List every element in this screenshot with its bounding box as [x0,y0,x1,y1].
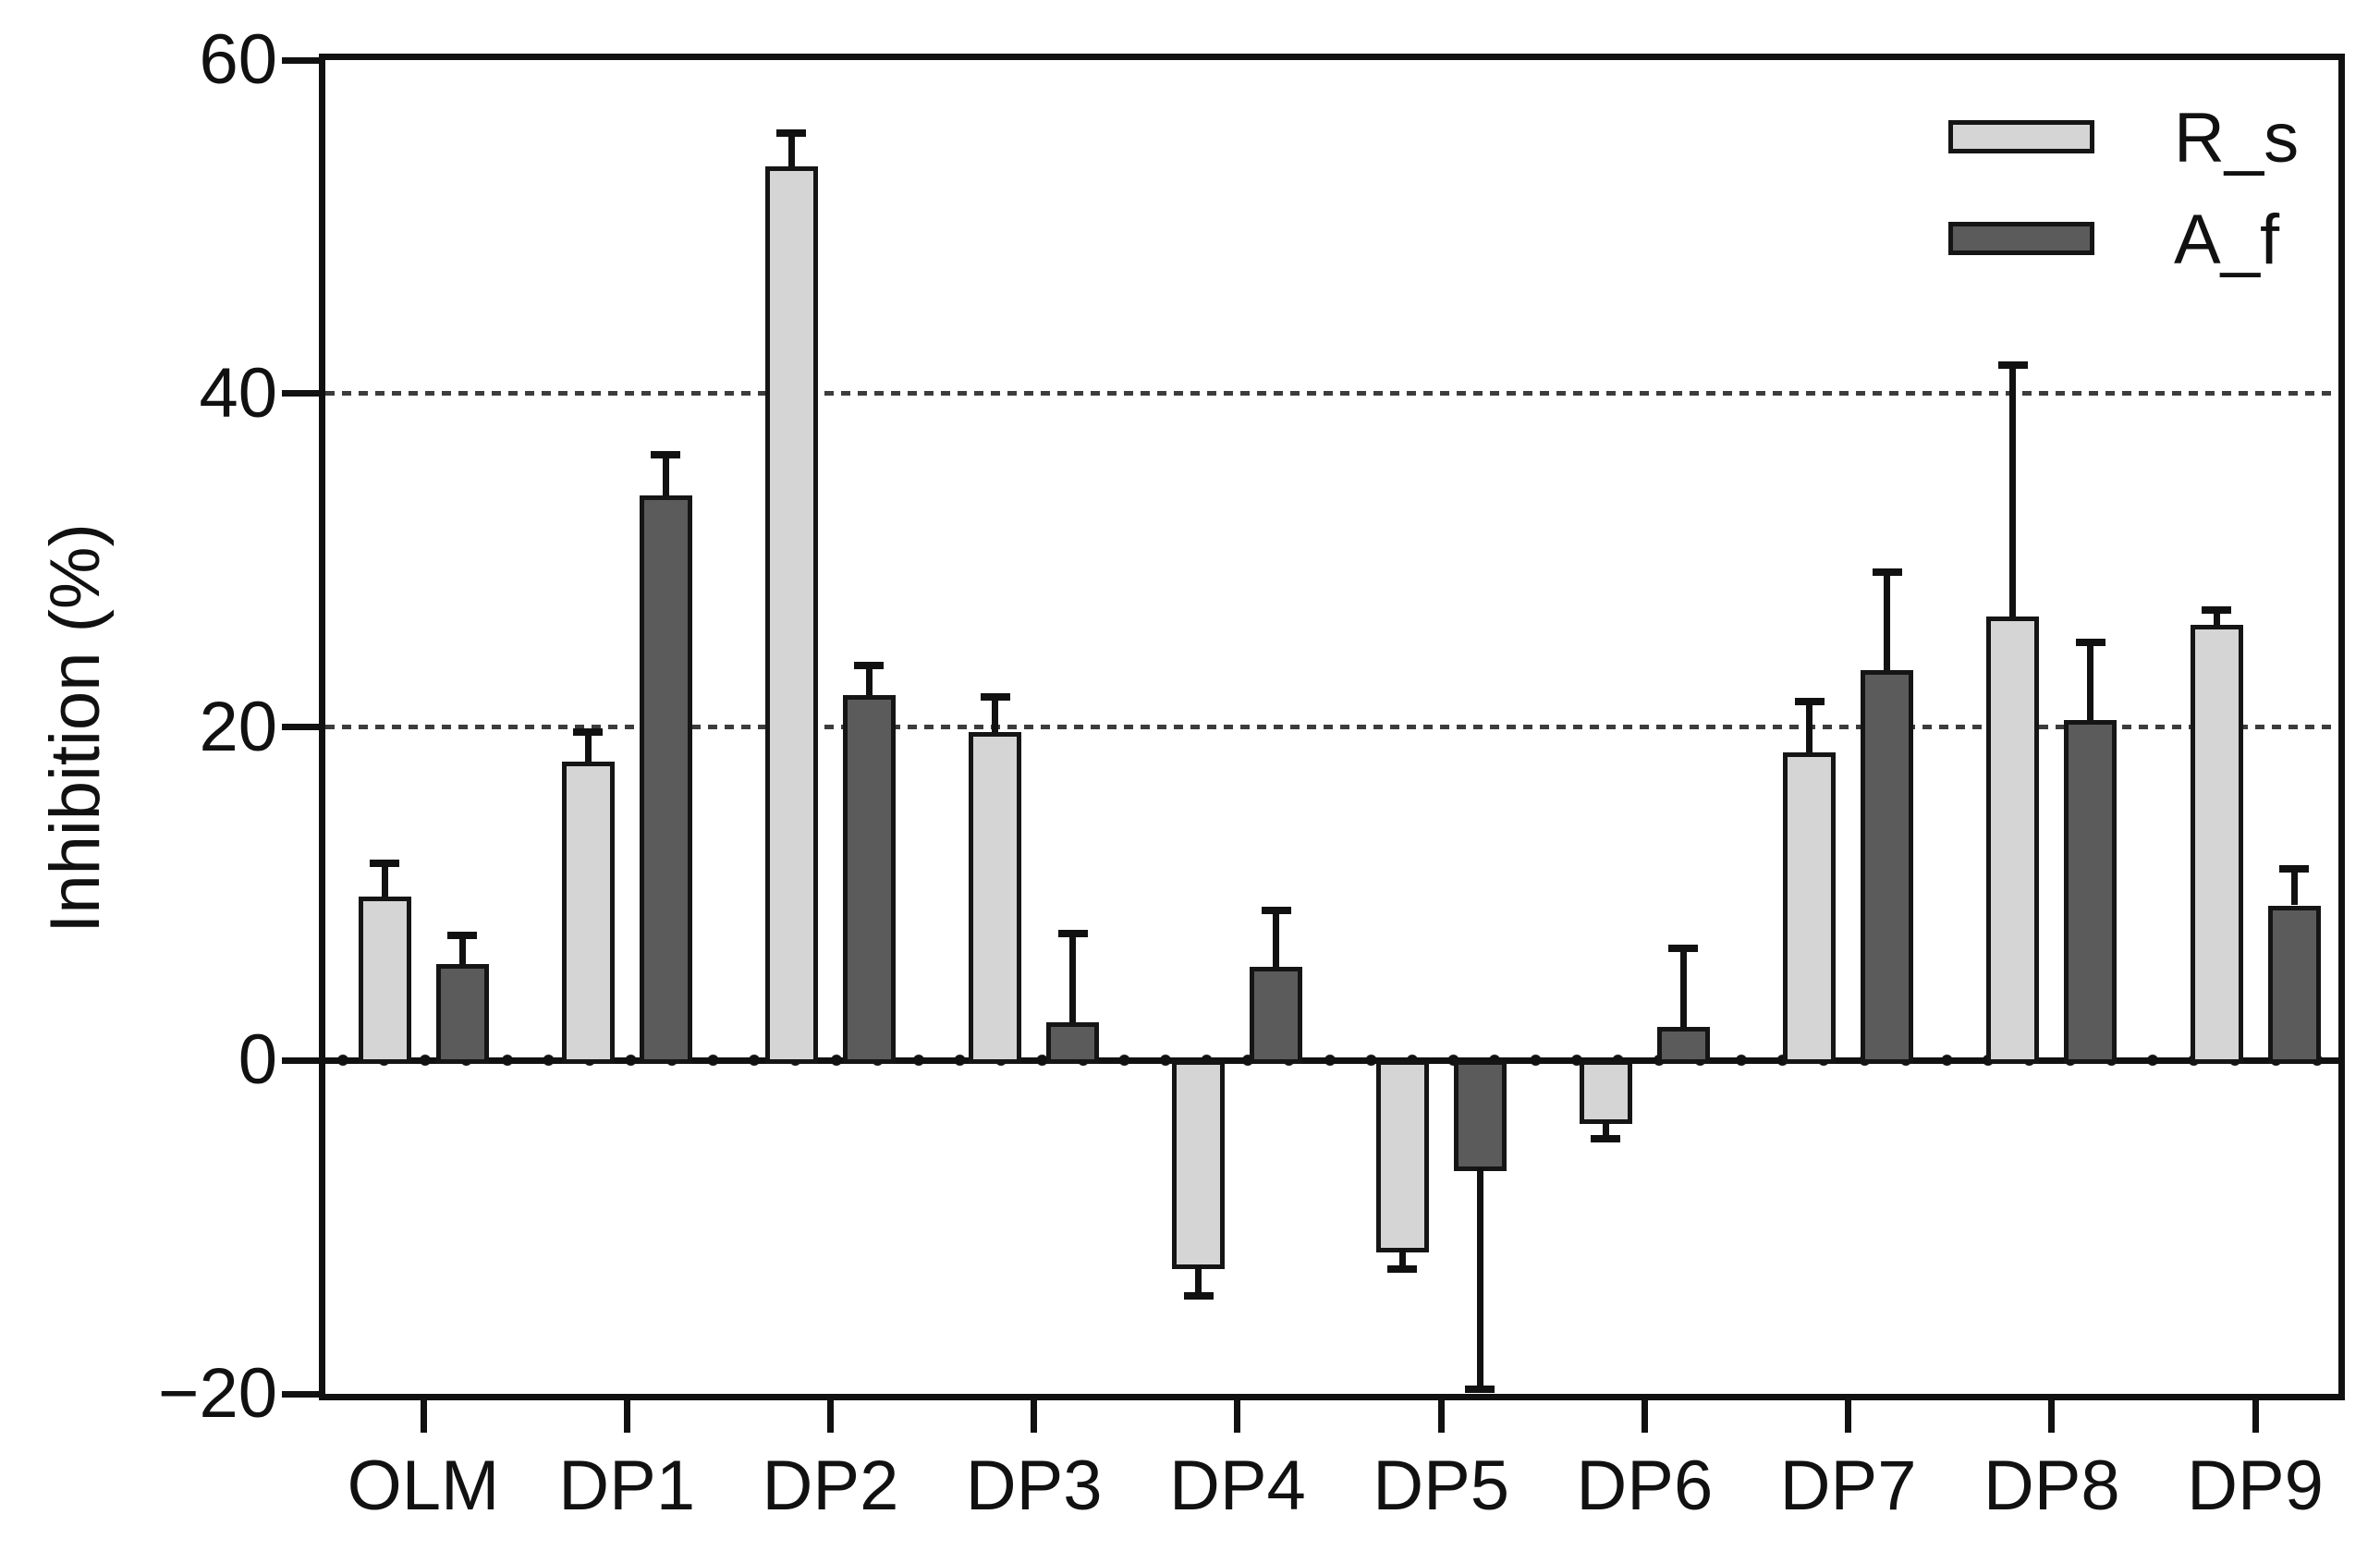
error-bar-cap-R_s-DP4 [1183,1291,1214,1300]
bar-A_f-DP8 [2064,720,2118,1065]
gridline-20 [325,725,2338,729]
error-bar-cap-A_f-DP3 [1057,930,1088,938]
bar-A_f-DP6 [1656,1027,1710,1065]
error-bar-stem-A_f-DP6 [1679,948,1687,1028]
x-tick-label-DP2: DP2 [762,1447,899,1525]
error-bar-stem-R_s-DP2 [787,133,795,167]
x-tick-DP4 [1234,1394,1241,1433]
bar-A_f-DP7 [1861,670,1914,1065]
x-tick-DP3 [1031,1394,1038,1433]
bar-R_s-OLM [358,897,411,1065]
error-bar-cap-R_s-DP6 [1591,1135,1621,1143]
y-tick-0 [282,1056,319,1064]
error-bar-cap-R_s-DP9 [2202,606,2231,615]
bar-A_f-OLM [435,963,489,1065]
bar-A_f-DP1 [639,495,692,1065]
bar-A_f-DP3 [1046,1021,1100,1065]
x-tick-label-DP4: DP4 [1168,1447,1306,1525]
error-bar-cap-A_f-OLM [447,931,477,939]
y-tick-label-0: 0 [238,1020,277,1100]
gridline-40 [325,391,2338,397]
x-tick-label-DP5: DP5 [1373,1447,1510,1525]
error-bar-stem-A_f-DP7 [1884,571,1891,671]
error-bar-cap-R_s-OLM [370,860,399,868]
x-tick-DP8 [2048,1394,2056,1433]
error-bar-stem-R_s-DP3 [992,697,999,732]
y-tick-40 [282,390,319,397]
error-bar-cap-A_f-DP1 [651,451,681,459]
error-bar-cap-R_s-DP7 [1794,698,1825,706]
x-tick-label-DP7: DP7 [1779,1447,1917,1525]
x-tick-label-OLM: OLM [347,1447,500,1525]
error-bar-stem-A_f-DP1 [662,455,669,495]
y-tick-label-60: 60 [199,20,277,99]
error-bar-cap-A_f-DP6 [1668,945,1699,953]
y-tick-−20 [282,1390,319,1398]
error-bar-stem-A_f-DP8 [2087,641,2094,721]
x-tick-DP2 [826,1394,834,1433]
bar-R_s-DP2 [764,166,818,1065]
legend-swatch-af [1948,222,2094,255]
x-tick-DP6 [1641,1394,1648,1433]
error-bar-cap-A_f-DP7 [1872,568,1902,576]
legend-swatch-rs [1948,120,2094,153]
bar-A_f-DP2 [842,695,896,1065]
bar-A_f-DP9 [2267,905,2321,1065]
y-tick-20 [282,724,319,730]
y-tick-label-−20: −20 [158,1354,277,1433]
x-tick-label-DP3: DP3 [965,1447,1103,1525]
bar-R_s-DP5 [1375,1060,1429,1253]
error-bar-stem-A_f-DP3 [1069,934,1077,1022]
error-bar-stem-R_s-DP7 [1806,702,1813,752]
x-tick-DP9 [2252,1394,2259,1433]
y-tick-label-20: 20 [199,687,277,766]
error-bar-stem-R_s-DP1 [584,731,592,763]
error-bar-stem-R_s-DP6 [1602,1120,1609,1139]
x-tick-DP5 [1437,1394,1445,1433]
bar-A_f-DP5 [1453,1060,1507,1171]
error-bar-cap-A_f-DP4 [1261,906,1291,914]
x-tick-DP1 [623,1394,630,1433]
error-bar-stem-R_s-DP5 [1398,1249,1406,1269]
y-tick-60 [282,56,319,64]
error-bar-stem-A_f-OLM [458,934,466,964]
error-bar-stem-R_s-OLM [381,863,388,898]
bar-R_s-DP7 [1783,751,1837,1065]
error-bar-cap-R_s-DP8 [1997,361,2028,370]
error-bar-cap-R_s-DP3 [980,693,1010,702]
error-bar-stem-A_f-DP5 [1476,1166,1483,1389]
y-tick-label-40: 40 [199,353,277,433]
bar-A_f-DP4 [1250,967,1303,1065]
error-bar-cap-A_f-DP9 [2279,864,2309,873]
error-bar-stem-R_s-DP8 [2009,365,2017,617]
legend-label-rs: R_s [2174,99,2300,177]
error-bar-stem-A_f-DP9 [2290,868,2298,906]
plot-frame [319,54,2345,1400]
bar-R_s-DP6 [1579,1060,1632,1125]
x-tick-label-DP6: DP6 [1576,1447,1714,1525]
x-tick-OLM [420,1394,427,1433]
x-tick-DP7 [1845,1394,1852,1433]
legend-label-af: A_f [2174,201,2280,279]
error-bar-stem-R_s-DP4 [1195,1265,1202,1296]
error-bar-stem-R_s-DP9 [2213,610,2220,626]
error-bar-stem-A_f-DP2 [865,665,873,696]
bar-R_s-DP3 [969,731,1022,1065]
bar-R_s-DP9 [2190,625,2243,1065]
bar-R_s-DP1 [561,762,615,1065]
error-bar-cap-R_s-DP5 [1387,1264,1418,1273]
error-bar-cap-A_f-DP8 [2075,638,2105,646]
error-bar-stem-A_f-DP4 [1273,910,1280,968]
bar-R_s-DP4 [1172,1060,1226,1270]
x-tick-label-DP8: DP8 [1983,1447,2120,1525]
error-bar-cap-A_f-DP2 [854,661,885,669]
error-bar-cap-R_s-DP1 [573,727,604,736]
error-bar-cap-A_f-DP5 [1465,1385,1495,1393]
error-bar-cap-R_s-DP2 [776,129,807,138]
x-tick-label-DP9: DP9 [2187,1447,2324,1525]
x-tick-label-DP1: DP1 [558,1447,696,1525]
bar-R_s-DP8 [1986,617,2040,1065]
